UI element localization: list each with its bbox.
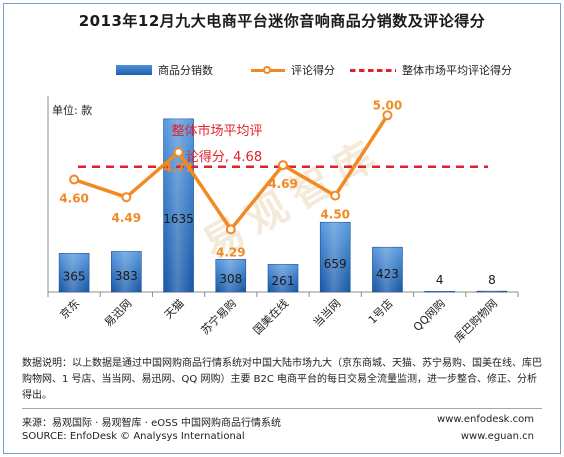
source-cn: 来源：易观国际 · 易观智库 · eOSS 中国网购商品行情系统 [22, 418, 281, 429]
score-value-label: 4.69 [268, 177, 298, 191]
bar-highlight [270, 264, 296, 292]
bar-value-label: 383 [115, 269, 138, 283]
legend-item-line: 评论得分 [251, 62, 335, 78]
legend-line-label: 评论得分 [291, 64, 335, 77]
legend-item-bars: 商品分销数 [116, 62, 213, 78]
x-tick-label: 易迅网 [102, 297, 135, 330]
score-value-label: 4.60 [59, 192, 89, 206]
source-en: SOURCE: EnfoDesk © Analysys Internationa… [22, 431, 245, 442]
unit-label: 单位: 款 [52, 103, 92, 117]
x-tick-label: 库巴购物网 [451, 296, 500, 345]
bar-highlight [478, 291, 505, 292]
avg-annotation-line2: 论得分, 4.68 [186, 149, 262, 165]
x-tick-label: 当当网 [310, 296, 343, 329]
bar-value-label: 308 [219, 272, 242, 286]
score-value-label: 4.29 [216, 245, 246, 259]
bar-highlight [426, 291, 453, 292]
score-point [382, 110, 393, 121]
x-tick-label: 京东 [57, 296, 82, 321]
data-notes: 数据说明：以上数据是通过中国网购商品行情系统对中国大陆市场九大（京东商城、天猫、… [22, 358, 542, 401]
legend-line-swatch [251, 65, 285, 75]
bar-value-label: 423 [376, 267, 399, 281]
legend-bars-label: 商品分销数 [158, 64, 213, 77]
bar-value-label: 8 [488, 273, 496, 287]
legend-avg-label: 整体市场平均评论得分 [402, 64, 512, 77]
score-series: 4.60 4.49 4.77 4.29 4.69 4.50 5.00 [59, 98, 402, 259]
url-eguan: www.eguan.cn [460, 431, 534, 442]
url-enfodesk: www.enfodesk.com [437, 414, 534, 425]
score-point [330, 190, 341, 201]
bar-highlight [374, 247, 401, 292]
score-point [173, 147, 184, 158]
legend-item-avg: 整体市场平均评论得分 [350, 62, 512, 78]
bar-highlight [61, 253, 88, 292]
score-point [225, 224, 236, 235]
avg-annotation-line1: 整体市场平均评 [171, 123, 262, 139]
score-value-label: 5.00 [373, 98, 403, 112]
x-tick-label: 天猫 [162, 297, 187, 322]
legend-bar-swatch [116, 65, 152, 75]
bar-value-label: 261 [272, 274, 295, 288]
score-value-label: 4.50 [320, 208, 350, 222]
bar-value-label: 365 [63, 270, 86, 284]
legend: 商品分销数 评论得分 整体市场平均评论得分 [0, 62, 564, 82]
bar-value-label: 659 [324, 257, 347, 271]
x-tick-label: 苏宁易购 [198, 296, 239, 337]
x-tick-label: 1号店 [365, 296, 395, 326]
bar-series: 365 383 1635 308 261 659 423 4 8 [58, 118, 508, 293]
score-point [69, 174, 80, 185]
bar-value-label: 4 [436, 273, 444, 287]
score-value-label: 4.77 [164, 161, 194, 175]
score-point [278, 160, 288, 171]
bar-highlight [113, 251, 140, 292]
x-tick-label: 国美在线 [250, 296, 291, 337]
chart-frame [3, 3, 561, 454]
x-axis-labels: 京东 易迅网 天猫 苏宁易购 国美在线 当当网 1号店 QQ网购 库巴购物网 [57, 296, 500, 345]
x-tick-label: QQ网购 [410, 296, 448, 334]
bar-highlight [217, 259, 244, 292]
bar-highlight [322, 222, 349, 292]
bar-highlight [165, 118, 192, 292]
score-value-label: 4.49 [112, 211, 142, 225]
divider [22, 408, 542, 409]
bar-value-label: 1635 [163, 212, 194, 226]
chart-title: 2013年12月九大电商平台迷你音响商品分销数及评论得分 [78, 12, 486, 30]
legend-avg-swatch [350, 68, 396, 72]
score-point [121, 192, 132, 203]
